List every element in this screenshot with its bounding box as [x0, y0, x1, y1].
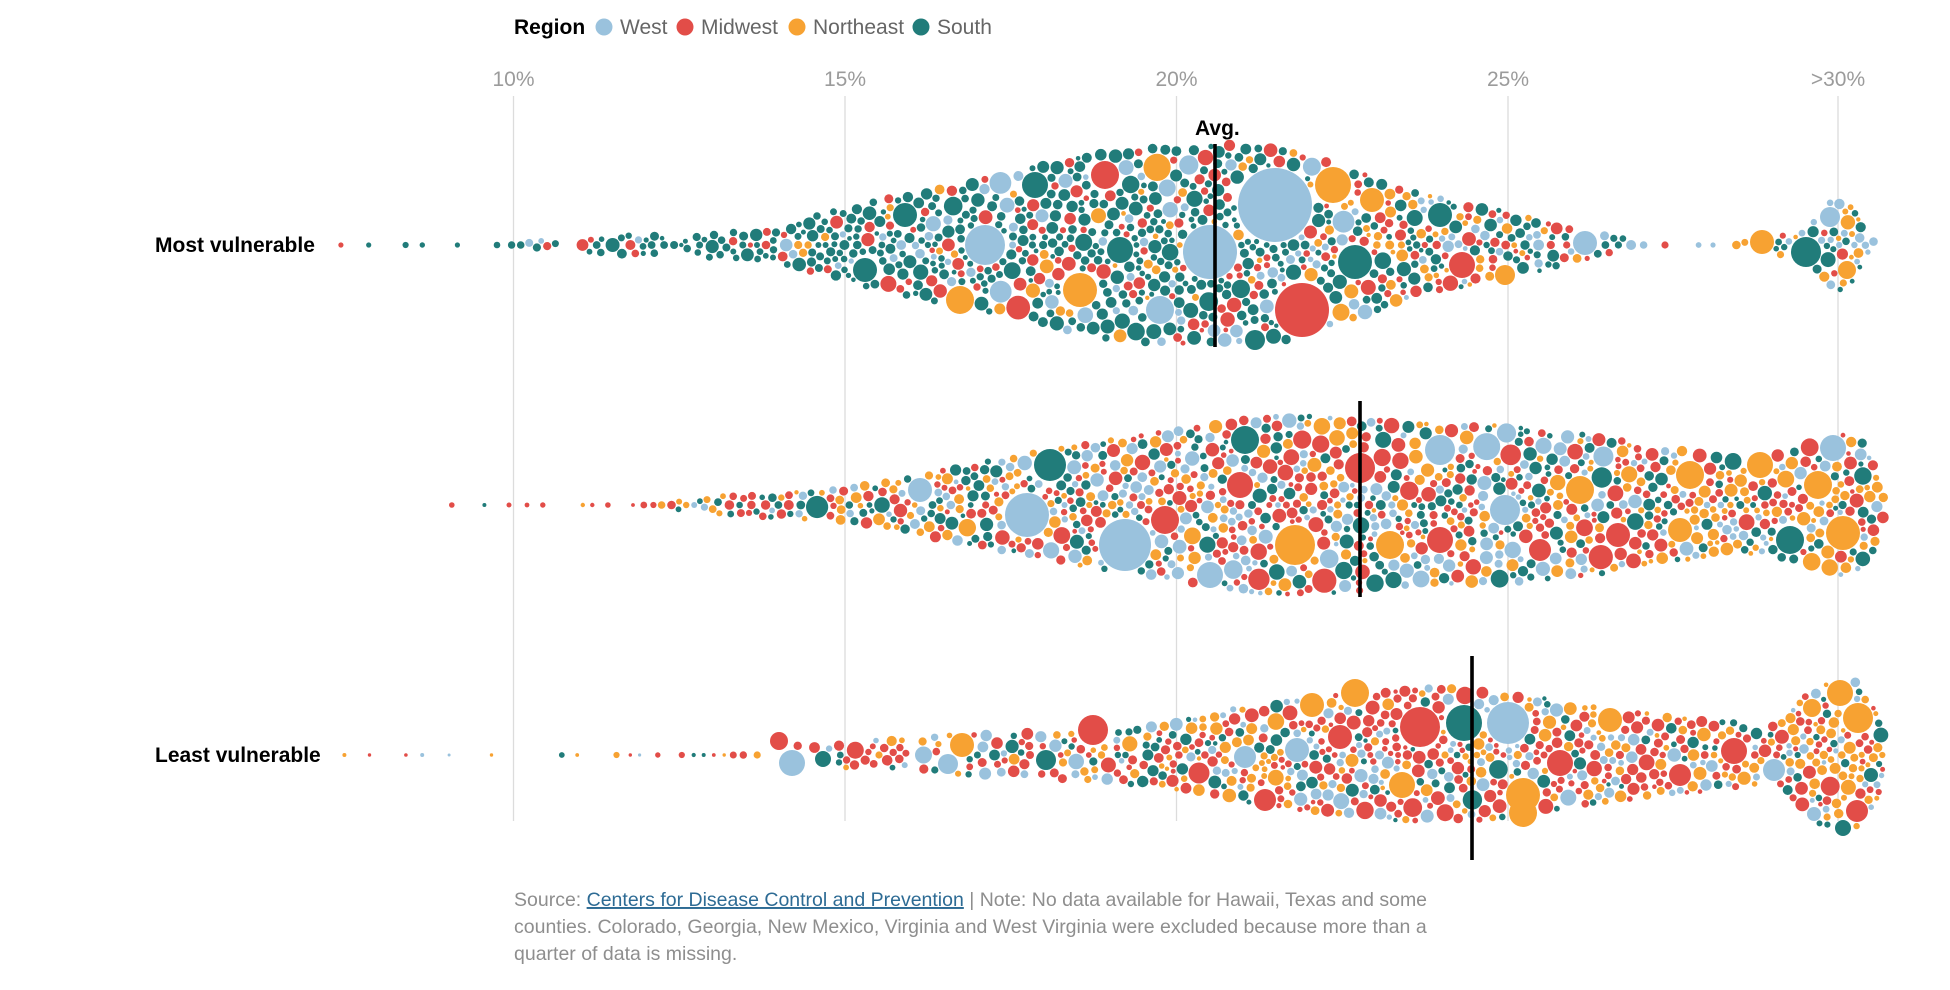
- svg-text:Source: Centers for Disease Co: Source: Centers for Disease Control and …: [514, 889, 1427, 911]
- svg-text:West: West: [620, 16, 668, 39]
- svg-text:counties. Colorado, Georgia, N: counties. Colorado, Georgia, New Mexico,…: [514, 916, 1427, 938]
- svg-text:25%: 25%: [1487, 68, 1529, 91]
- svg-text:Region: Region: [514, 16, 585, 39]
- svg-text:South: South: [937, 16, 992, 39]
- svg-text:>30%: >30%: [1811, 68, 1865, 91]
- svg-text:10%: 10%: [492, 68, 534, 91]
- svg-text:Most vulnerable: Most vulnerable: [155, 234, 315, 257]
- svg-text:Northeast: Northeast: [813, 16, 904, 39]
- svg-text:Avg.: Avg.: [1195, 117, 1240, 140]
- svg-text:15%: 15%: [824, 68, 866, 91]
- svg-text:quarter of data is missing.: quarter of data is missing.: [514, 943, 737, 965]
- svg-text:Midwest: Midwest: [701, 16, 778, 39]
- svg-text:20%: 20%: [1155, 68, 1197, 91]
- svg-text:Least vulnerable: Least vulnerable: [155, 744, 321, 767]
